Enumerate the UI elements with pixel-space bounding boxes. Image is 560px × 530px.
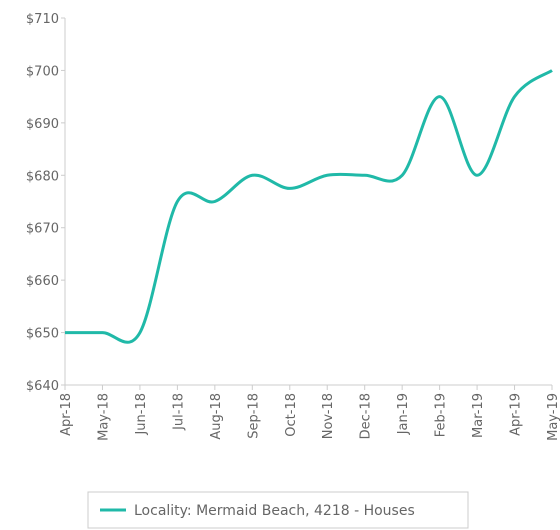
x-tick-label: Feb-19	[434, 393, 449, 437]
legend-label: Locality: Mermaid Beach, 4218 - Houses	[134, 503, 415, 519]
x-tick-label: May-19	[546, 393, 560, 441]
x-tick-label: Jul-18	[171, 393, 186, 431]
x-tick-label: Jan-19	[396, 393, 411, 435]
x-tick-label: Apr-19	[509, 393, 524, 436]
y-tick-label: $650	[26, 327, 59, 342]
x-tick-label: Sep-18	[246, 393, 261, 439]
x-tick-label: Nov-18	[321, 393, 336, 439]
legend-box	[87, 491, 469, 529]
y-tick-label: $690	[26, 117, 59, 132]
x-tick-label: Oct-18	[284, 393, 299, 437]
x-tick-label: Dec-18	[359, 393, 374, 439]
y-tick-label: $660	[26, 274, 59, 289]
x-tick-label: May-18	[96, 393, 111, 441]
y-tick-label: $670	[26, 222, 59, 237]
line	[65, 69, 553, 344]
x-tick-label: Apr-18	[59, 393, 74, 436]
y-tick-label: $700	[26, 64, 59, 79]
x-tick-label: Jun-18	[134, 393, 149, 436]
y-tick-label: $640	[26, 379, 59, 394]
x-tick-label: Mar-19	[471, 393, 486, 438]
y-tick-label: $710	[26, 12, 59, 27]
x-tick-label: Aug-18	[209, 393, 224, 440]
y-tick-label: $680	[26, 169, 59, 184]
